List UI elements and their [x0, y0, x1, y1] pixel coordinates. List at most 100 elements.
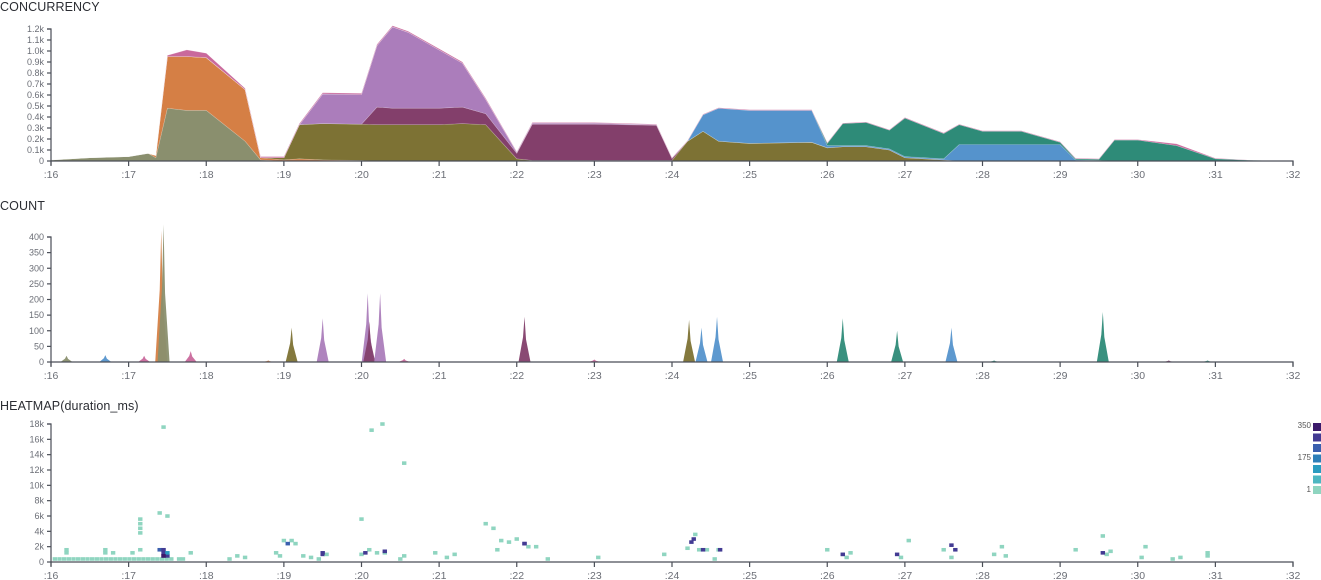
heatmap-cell[interactable] — [1108, 549, 1113, 554]
heatmap-cell[interactable] — [596, 555, 601, 560]
heatmap-cell[interactable] — [103, 557, 109, 561]
heatmap-cell[interactable] — [138, 526, 143, 531]
area-series-lilac[interactable] — [50, 26, 1293, 162]
count-spike[interactable] — [363, 321, 376, 362]
heatmap-cell[interactable] — [359, 552, 364, 557]
heatmap-cell[interactable] — [80, 557, 86, 561]
heatmap-cell[interactable] — [161, 551, 166, 555]
count-spike[interactable] — [99, 355, 112, 362]
heatmap-cell[interactable] — [495, 547, 500, 552]
heatmap-cell[interactable] — [136, 557, 141, 561]
heatmap-cell[interactable] — [848, 551, 853, 555]
heatmap-cell[interactable] — [380, 422, 385, 426]
heatmap-cell[interactable] — [367, 547, 372, 552]
heatmap-cell[interactable] — [1139, 555, 1144, 560]
heatmap-cell[interactable] — [155, 557, 160, 561]
heatmap-cell[interactable] — [844, 555, 849, 560]
heatmap-cell[interactable] — [161, 425, 166, 429]
heatmap-cell[interactable] — [840, 552, 845, 557]
heatmap-cell[interactable] — [382, 549, 387, 554]
heatmap-cell[interactable] — [359, 517, 364, 521]
heatmap-cell[interactable] — [165, 551, 170, 555]
heatmap-cell[interactable] — [689, 540, 694, 544]
heatmap-cell[interactable] — [991, 552, 997, 557]
heatmap-cell[interactable] — [61, 557, 67, 561]
count-spike[interactable] — [518, 316, 531, 362]
area-series-blue[interactable] — [50, 26, 1293, 162]
heatmap-cell[interactable] — [825, 547, 830, 552]
heatmap-cell[interactable] — [533, 544, 539, 549]
heatmap-cell[interactable] — [289, 538, 294, 543]
heatmap-cell[interactable] — [953, 547, 958, 552]
heatmap-cell[interactable] — [227, 557, 232, 561]
heatmap-cell[interactable] — [320, 551, 325, 555]
count-spike[interactable] — [711, 316, 724, 362]
count-spike[interactable] — [695, 327, 708, 362]
heatmap-cell[interactable] — [401, 461, 407, 465]
count-spike[interactable] — [285, 327, 298, 362]
heatmap-cell[interactable] — [1170, 557, 1175, 561]
heatmap-cell[interactable] — [1205, 554, 1210, 558]
heatmap-cell[interactable] — [906, 538, 911, 543]
heatmap-cell[interactable] — [145, 557, 151, 561]
heatmap-cell[interactable] — [138, 521, 143, 526]
count-spike[interactable] — [945, 327, 958, 362]
heatmap-cell[interactable] — [281, 538, 287, 543]
heatmap-cell[interactable] — [277, 554, 283, 558]
heatmap-cell[interactable] — [1003, 554, 1008, 558]
count-spike[interactable] — [683, 319, 696, 362]
heatmap-cell[interactable] — [499, 538, 504, 543]
count-spike[interactable] — [138, 355, 151, 362]
heatmap-cell[interactable] — [696, 547, 702, 552]
heatmap-cell[interactable] — [64, 547, 69, 552]
heatmap-cell[interactable] — [164, 557, 169, 561]
heatmap-cell[interactable] — [103, 551, 108, 555]
count-spike[interactable] — [1096, 312, 1109, 362]
heatmap-cell[interactable] — [157, 547, 162, 552]
heatmap-cell[interactable] — [691, 537, 696, 541]
heatmap-cell[interactable] — [99, 557, 104, 561]
heatmap-cell[interactable] — [242, 555, 248, 560]
heatmap-cell[interactable] — [188, 551, 193, 555]
heatmap-cell[interactable] — [898, 555, 904, 560]
count-chart[interactable]: 0 50 100 150 200 250 300 350 400:16:17:18:19:20:… — [0, 199, 1321, 389]
heatmap-cell[interactable] — [704, 547, 710, 552]
heatmap-cell[interactable] — [52, 557, 58, 561]
heatmap-cell[interactable] — [1143, 544, 1148, 549]
heatmap-cell[interactable] — [693, 532, 698, 537]
heatmap-cell[interactable] — [483, 521, 488, 526]
heatmap-cell[interactable] — [159, 557, 165, 561]
heatmap-cell[interactable] — [301, 554, 306, 558]
count-spike[interactable] — [374, 293, 387, 362]
heatmap-cell[interactable] — [324, 552, 329, 557]
heatmap-cell[interactable] — [165, 514, 170, 518]
heatmap-cell[interactable] — [108, 557, 113, 561]
heatmap-cell[interactable] — [161, 554, 166, 558]
heatmap-cell[interactable] — [89, 557, 95, 561]
heatmap-cell[interactable] — [363, 551, 368, 555]
heatmap-cell[interactable] — [894, 552, 900, 557]
heatmap-cell[interactable] — [374, 551, 380, 555]
heatmap-cell[interactable] — [75, 557, 81, 561]
heatmap-cell[interactable] — [113, 557, 118, 561]
heatmap-cell[interactable] — [176, 557, 182, 561]
heatmap-cell[interactable] — [685, 546, 690, 551]
heatmap-cell[interactable] — [1205, 551, 1210, 555]
heatmap-chart[interactable]: 0 2k 4k 6k 8k 10k 12k 14k 16k 18k:16:17:18:19:20:… — [0, 399, 1321, 580]
heatmap-cell[interactable] — [161, 547, 166, 552]
heatmap-cell[interactable] — [150, 557, 155, 561]
count-spike[interactable] — [588, 359, 601, 363]
heatmap-cell[interactable] — [545, 557, 550, 561]
heatmap-cell[interactable] — [127, 557, 132, 561]
concurrency-chart[interactable]: 00.1k0.2k0.3k0.4k0.5k0.6k0.7k0.8k0.9k1.0… — [0, 0, 1321, 190]
heatmap-cell[interactable] — [398, 557, 403, 561]
heatmap-cell[interactable] — [94, 557, 99, 561]
heatmap-cell[interactable] — [662, 552, 667, 557]
heatmap-cell[interactable] — [491, 526, 496, 531]
heatmap-cell[interactable] — [949, 543, 954, 547]
heatmap-cell[interactable] — [85, 557, 90, 561]
heatmap-cell[interactable] — [157, 511, 162, 515]
heatmap-cell[interactable] — [949, 555, 954, 560]
heatmap-cell[interactable] — [122, 557, 127, 561]
heatmap-cell[interactable] — [452, 552, 457, 557]
